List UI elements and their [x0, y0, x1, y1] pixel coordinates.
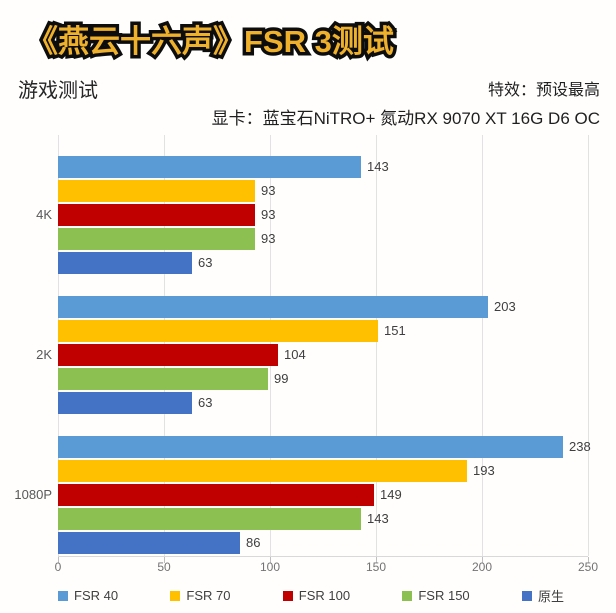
- axis-tick: [58, 557, 59, 563]
- value-label: 93: [261, 207, 276, 222]
- legend-label: FSR 70: [186, 588, 231, 603]
- legend-label: FSR 150: [418, 588, 470, 603]
- legend-item-FSR 100: FSR 100: [282, 588, 351, 603]
- bar-FSR 40-2K: [58, 296, 488, 318]
- value-label: 104: [284, 347, 306, 362]
- bar-FSR 70-1080P: [58, 460, 467, 482]
- bar-FSR 100-1080P: [58, 484, 374, 506]
- value-label: 93: [261, 183, 276, 198]
- x-axis-tick-label: 50: [157, 560, 171, 574]
- category-label-1080P: 1080P: [14, 487, 52, 502]
- legend: FSR 40 FSR 70 FSR 100 FSR 150 原生: [58, 586, 564, 605]
- value-label: 99: [274, 371, 289, 386]
- value-label: 149: [380, 487, 402, 502]
- bar-row: 151: [58, 320, 588, 342]
- value-label: 93: [261, 231, 276, 246]
- legend-item-FSR 150: FSR 150: [402, 588, 470, 603]
- bar-row: 143: [58, 156, 588, 178]
- value-label: 193: [473, 463, 495, 478]
- bar-row: 93: [58, 204, 588, 226]
- bar-FSR 70-4K: [58, 180, 255, 202]
- legend-marker-icon: [282, 590, 293, 601]
- bar-FSR 100-2K: [58, 344, 278, 366]
- x-axis-tick-label: 0: [54, 560, 62, 574]
- bar-row: 93: [58, 228, 588, 250]
- axis-tick: [376, 557, 377, 563]
- bar-row: 203: [58, 296, 588, 318]
- value-label: 63: [198, 395, 213, 410]
- legend-label: FSR 40: [74, 588, 119, 603]
- category-label-4K: 4K: [36, 207, 52, 222]
- bar-row: 149: [58, 484, 588, 506]
- value-label: 143: [367, 511, 389, 526]
- legend-item-FSR 70: FSR 70: [170, 588, 230, 603]
- legend-marker-icon: [170, 590, 181, 601]
- bar-group-4K: 143 93 93 93 63: [58, 156, 588, 276]
- legend-item-原生: 原生: [521, 586, 564, 605]
- legend-marker-icon: [58, 590, 68, 601]
- bar-row: 104: [58, 344, 588, 366]
- axis-tick: [270, 557, 271, 563]
- legend-marker-icon: [521, 590, 532, 601]
- bar-row: 238: [58, 436, 591, 458]
- bar-row: 63: [58, 252, 588, 274]
- bar-row: 63: [58, 392, 588, 414]
- bar-FSR 150-2K: [58, 368, 268, 390]
- bar-FSR 40-4K: [58, 156, 361, 178]
- value-label: 151: [384, 323, 406, 338]
- legend-item-FSR 40: FSR 40: [58, 588, 118, 603]
- subtitle-effects: 特效：预设最高: [487, 82, 600, 99]
- bar-原生-2K: [58, 392, 192, 414]
- bar-row: 143: [58, 508, 588, 530]
- bar-row: 193: [58, 460, 588, 482]
- bar-row: 86: [58, 532, 588, 554]
- bar-原生-1080P: [58, 532, 240, 554]
- bar-group-2K: 203 151 104 99 63: [58, 296, 588, 416]
- x-axis-tick-label: 100: [259, 560, 281, 574]
- bar-FSR 70-2K: [58, 320, 378, 342]
- legend-marker-icon: [402, 590, 413, 601]
- gridline: [482, 135, 483, 556]
- axis-tick: [588, 557, 589, 563]
- bar-FSR 150-1080P: [58, 508, 361, 530]
- x-axis-tick-label: 250: [577, 560, 599, 574]
- legend-label: 原生: [537, 589, 564, 604]
- subtitle-gpu: 显卡：蓝宝石NiTRO+ 氮动RX 9070 XT 16G D6 OC: [211, 109, 600, 128]
- bar-row: 99: [58, 368, 588, 390]
- plot-area: 143 93 93 93 63 203 151 104 99 63 238 193 149 143 86: [58, 135, 591, 563]
- subtitle-game-test: 游戏测试: [18, 80, 98, 102]
- category-label-2K: 2K: [36, 347, 52, 362]
- value-label: 203: [494, 299, 516, 314]
- value-label: 63: [198, 255, 213, 270]
- gridline: [588, 135, 589, 556]
- x-axis-tick-label: 200: [471, 560, 493, 574]
- axis-tick: [164, 557, 165, 563]
- bar-原生-4K: [58, 252, 192, 274]
- chart-title: 《燕云十六声》FSR 3测试: [24, 21, 398, 63]
- gridline: [376, 135, 377, 556]
- value-label: 238: [569, 439, 591, 454]
- bar-group-1080P: 238 193 149 143 86: [58, 436, 591, 556]
- bar-FSR 150-4K: [58, 228, 255, 250]
- axis-tick: [482, 557, 483, 563]
- bar-FSR 40-1080P: [58, 436, 563, 458]
- x-axis-tick-label: 150: [365, 560, 387, 574]
- value-label: 86: [246, 535, 261, 550]
- bar-FSR 100-4K: [58, 204, 255, 226]
- legend-label: FSR 100: [298, 588, 351, 603]
- bar-row: 93: [58, 180, 588, 202]
- value-label: 143: [367, 159, 389, 174]
